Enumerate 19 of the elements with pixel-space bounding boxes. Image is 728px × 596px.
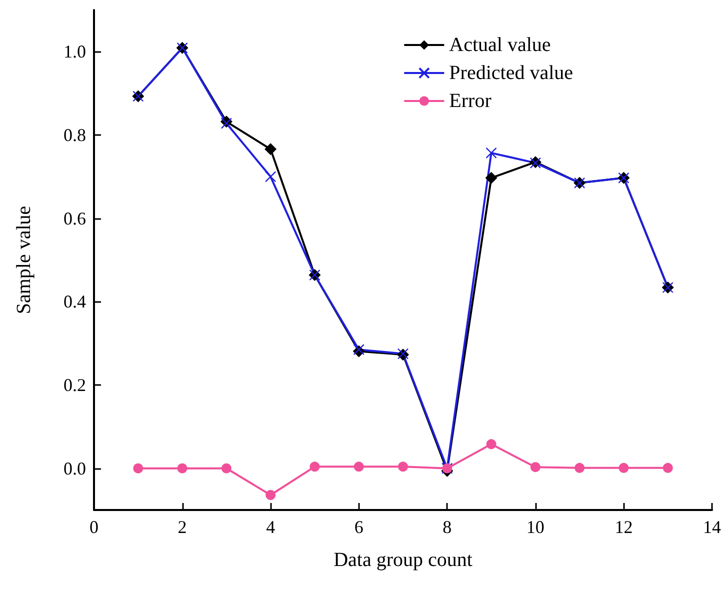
y-tick-label: 1.0: [64, 42, 86, 62]
y-tick-label: 0.6: [64, 208, 86, 228]
legend-label: Predicted value: [449, 62, 574, 84]
x-axis-title: Data group count: [334, 549, 473, 571]
x-tick-label: 10: [526, 517, 544, 537]
y-tick-label: 0.4: [64, 292, 86, 312]
y-axis-title: Sample value: [13, 206, 35, 314]
x-tick-label: 14: [703, 517, 721, 537]
x-tick-label: 12: [614, 517, 633, 537]
x-tick-label: 6: [354, 517, 364, 537]
y-tick-label: 0.2: [64, 375, 86, 395]
x-tick-label: 4: [266, 517, 276, 537]
legend-label: Error: [449, 90, 492, 112]
x-tick-label: 8: [442, 517, 452, 537]
y-tick-label: 0.8: [64, 125, 86, 145]
y-tick-label: 0.0: [64, 458, 86, 478]
legend-label: Actual value: [449, 34, 551, 56]
x-tick-label: 0: [90, 517, 98, 537]
x-tick-label: 2: [178, 517, 187, 537]
